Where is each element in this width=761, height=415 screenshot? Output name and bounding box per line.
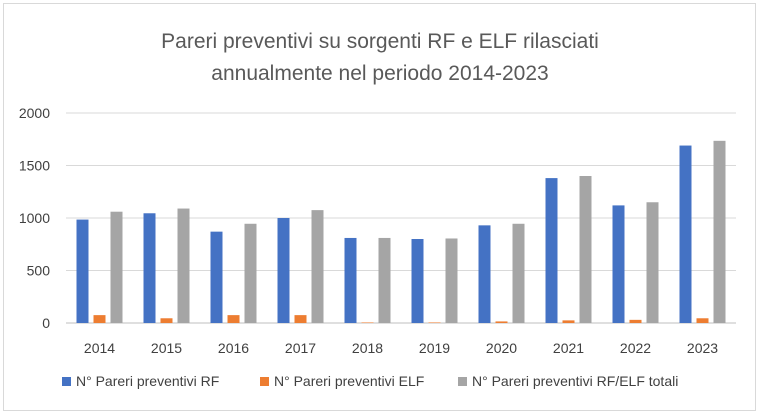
y-tick-label: 0 [42, 315, 50, 331]
chart-title-line-1: Pareri preventivi su sorgenti RF e ELF r… [161, 30, 599, 53]
bar [713, 140, 726, 323]
bar [646, 202, 659, 323]
bar [696, 318, 709, 323]
y-tick-label: 500 [27, 263, 51, 279]
bar [294, 315, 307, 323]
bar [445, 238, 458, 323]
y-axis-tick-labels: 0 500 1000 1500 2000 [19, 105, 50, 331]
x-tick-label: 2021 [553, 340, 584, 356]
bars [76, 140, 726, 323]
x-tick-label: 2017 [285, 340, 316, 356]
bar [478, 225, 491, 323]
bar [227, 315, 240, 323]
bar [210, 231, 223, 323]
bar [311, 210, 324, 323]
bar [143, 213, 156, 323]
y-tick-label: 1000 [19, 210, 50, 226]
legend-label: N° Pareri preventivi RF [76, 373, 219, 389]
legend-swatch [260, 377, 269, 386]
bar [277, 218, 290, 323]
bar [428, 322, 441, 323]
x-tick-label: 2019 [419, 340, 450, 356]
x-tick-label: 2018 [352, 340, 383, 356]
bar [361, 322, 374, 323]
bar [344, 237, 357, 323]
bar [177, 208, 190, 323]
bar [495, 321, 508, 323]
bar [93, 315, 106, 323]
gridlines [66, 112, 736, 324]
bar [378, 237, 391, 323]
bar [579, 176, 592, 323]
x-tick-label: 2014 [84, 340, 115, 356]
bar [679, 145, 692, 323]
bar [244, 223, 257, 323]
legend-swatch [458, 377, 467, 386]
x-tick-label: 2023 [687, 340, 718, 356]
y-tick-label: 2000 [19, 105, 50, 121]
x-tick-label: 2016 [218, 340, 249, 356]
bar [629, 319, 642, 323]
legend-label: N° Pareri preventivi ELF [274, 373, 424, 389]
chart-frame [3, 3, 756, 411]
legend-swatch [62, 377, 71, 386]
x-tick-label: 2020 [486, 340, 517, 356]
bar [160, 318, 173, 323]
bar [76, 219, 89, 323]
legend: N° Pareri preventivi RF N° Pareri prevent… [62, 373, 678, 389]
x-tick-label: 2022 [620, 340, 651, 356]
bar [512, 223, 525, 323]
bar [612, 205, 625, 323]
bar [411, 239, 424, 323]
x-tick-label: 2015 [151, 340, 182, 356]
bar [545, 178, 558, 323]
legend-label: N° Pareri preventivi RF/ELF totali [472, 373, 678, 389]
bar [110, 211, 123, 323]
x-axis-tick-labels: 2014 2015 2016 2017 2018 2019 2020 2021 2022 2023 [84, 340, 718, 356]
bar [562, 320, 575, 323]
y-tick-label: 1500 [19, 158, 50, 174]
chart-title-line-2: annualmente nel periodo 2014-2023 [211, 62, 548, 85]
